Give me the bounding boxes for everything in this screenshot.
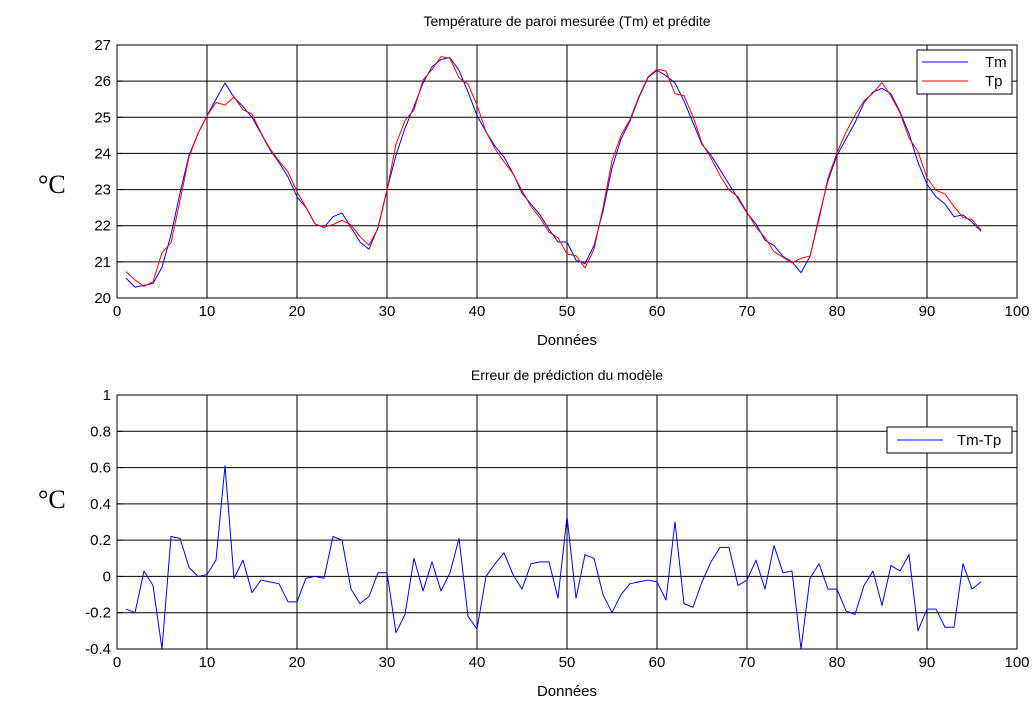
error-x-tick-label: 90 — [919, 654, 936, 671]
temperature-axes-box — [116, 44, 1018, 299]
error-series — [125, 465, 982, 650]
temperature-x-tick-label: 30 — [379, 303, 396, 320]
error-x-ticks: 0 10 20 30 40 50 60 70 80 90 100 — [113, 643, 1030, 671]
temperature-y-tick-label: 23 — [94, 182, 111, 199]
temperature-y-tick-label: 27 — [94, 37, 111, 54]
temperature-x-tick-label: 0 — [113, 303, 121, 320]
temperature-x-tick-label: 100 — [1004, 303, 1029, 320]
error-x-tick-label: 20 — [289, 654, 306, 671]
temperature-x-tick-label: 90 — [919, 303, 936, 320]
error-y-tick-label: 0.8 — [90, 423, 111, 440]
temperature-panel: Température de paroi mesurée (Tm) et pré… — [38, 13, 1030, 349]
temperature-x-tick-label: 40 — [469, 303, 486, 320]
error-legend: Tm-Tp — [886, 426, 1013, 454]
error-x-tick-label: 70 — [739, 654, 756, 671]
temperature-x-tick-label: 20 — [289, 303, 306, 320]
error-y-tick-label: 1 — [103, 387, 111, 404]
error-grid — [117, 395, 1017, 649]
error-axes-box — [116, 394, 1018, 650]
temperature-y-ticks: 20 21 22 23 24 25 26 27 — [94, 37, 123, 307]
error-series-line-tm-tp — [125, 465, 982, 650]
error-x-tick-label: 100 — [1004, 654, 1029, 671]
temperature-x-tick-label: 70 — [739, 303, 756, 320]
temperature-y-unit: °C — [38, 170, 66, 199]
temperature-legend: Tm Tp — [916, 49, 1013, 95]
legend-label-tm: Tm — [985, 54, 1007, 71]
error-x-tick-label: 0 — [113, 654, 121, 671]
error-x-tick-label: 80 — [829, 654, 846, 671]
temperature-x-ticks: 0 10 20 30 40 50 60 70 80 90 100 — [113, 292, 1030, 320]
temperature-series — [125, 56, 982, 288]
error-y-tick-label: 0.6 — [90, 460, 111, 477]
legend-label-error: Tm-Tp — [957, 432, 1001, 449]
error-y-tick-label: -0.4 — [85, 641, 111, 658]
error-y-unit: °C — [38, 485, 66, 514]
temperature-x-tick-label: 50 — [559, 303, 576, 320]
temperature-x-tick-label: 10 — [199, 303, 216, 320]
error-x-tick-label: 40 — [469, 654, 486, 671]
error-title: Erreur de prédiction du modèle — [471, 367, 663, 383]
legend-label-tp: Tp — [985, 73, 1003, 90]
temperature-x-tick-label: 60 — [649, 303, 666, 320]
error-y-tick-label: 0.4 — [90, 496, 111, 513]
temperature-x-tick-label: 80 — [829, 303, 846, 320]
error-x-tick-label: 60 — [649, 654, 666, 671]
temperature-title: Température de paroi mesurée (Tm) et pré… — [423, 13, 710, 29]
error-y-tick-label: -0.2 — [85, 605, 111, 622]
temperature-y-tick-label: 25 — [94, 109, 111, 126]
temperature-y-tick-label: 20 — [94, 290, 111, 307]
temperature-series-line-tp — [125, 56, 982, 287]
error-panel: Erreur de prédiction du modèle 0 10 20 30 40… — [38, 367, 1030, 700]
temperature-y-tick-label: 22 — [94, 218, 111, 235]
error-x-tick-label: 50 — [559, 654, 576, 671]
temperature-y-tick-label: 24 — [94, 145, 111, 162]
error-x-tick-label: 10 — [199, 654, 216, 671]
error-x-tick-label: 30 — [379, 654, 396, 671]
temperature-x-label: Données — [537, 332, 597, 349]
error-y-tick-label: 0.2 — [90, 532, 111, 549]
temperature-legend-box — [916, 49, 1013, 95]
error-y-tick-label: 0 — [103, 568, 111, 585]
temperature-y-tick-label: 26 — [94, 73, 111, 90]
temperature-series-line-tm — [125, 57, 982, 288]
temperature-y-tick-label: 21 — [94, 254, 111, 271]
error-x-label: Données — [537, 683, 597, 700]
